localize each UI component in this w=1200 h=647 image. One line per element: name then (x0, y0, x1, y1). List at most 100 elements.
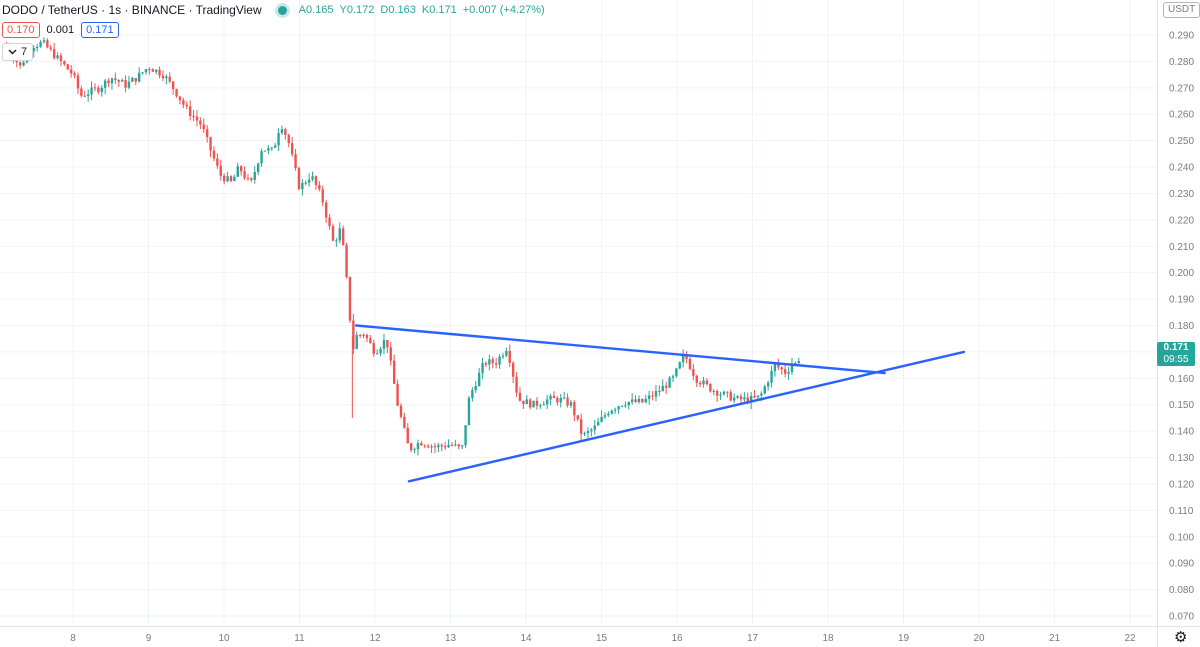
candle-body (712, 390, 715, 392)
last-price-value: 0.171 (1163, 342, 1189, 353)
y-tick-label: 0.270 (1169, 83, 1194, 94)
candle-body (250, 178, 253, 180)
candle-body (528, 399, 532, 408)
y-tick-label: 0.230 (1169, 189, 1194, 200)
y-tick-label: 0.260 (1169, 110, 1194, 121)
sell-button[interactable]: 0.170 (2, 22, 40, 38)
candle-body (420, 443, 423, 446)
candle-body (314, 176, 318, 186)
candle-body (348, 276, 352, 321)
symbol-title[interactable]: DODO / TetherUS · 1s · BINANCE · Trading… (2, 3, 262, 17)
indicators-toggle-button[interactable]: 7 (2, 43, 34, 61)
candle-body (141, 72, 144, 74)
candle-body (171, 81, 175, 90)
candle-body (494, 363, 498, 365)
candle-body (440, 445, 443, 447)
candle-body (634, 399, 637, 403)
candle-body (202, 124, 205, 130)
candle-body (780, 367, 783, 370)
candle-body (698, 382, 702, 385)
candle-body (358, 334, 362, 336)
candle-body (151, 69, 154, 72)
candle-body (311, 176, 314, 180)
candle-body (209, 137, 212, 151)
candle-body (372, 343, 375, 354)
collapse-chevron-icon (8, 49, 17, 55)
candle-body (709, 383, 712, 392)
y-tick-label: 0.090 (1169, 559, 1194, 570)
candle-body (175, 89, 178, 97)
candle-body (158, 69, 161, 76)
candle-body (352, 320, 355, 349)
settings-gear-icon[interactable]: ⚙ (1174, 629, 1188, 646)
candle-body (596, 421, 600, 426)
y-tick-label: 0.240 (1169, 163, 1194, 174)
candle-body (617, 406, 620, 410)
candle-body (318, 185, 321, 190)
candle-body (658, 391, 661, 393)
candle-body (627, 402, 630, 406)
y-tick-label: 0.190 (1169, 295, 1194, 306)
candle-body (620, 405, 624, 407)
x-tick-label: 9 (146, 633, 152, 644)
candle-body (600, 416, 603, 422)
candle-body (324, 202, 328, 218)
candle-body (613, 409, 617, 411)
candle-body (69, 69, 73, 74)
candle-body (83, 95, 86, 97)
candle-body (498, 356, 501, 365)
candle-body (583, 433, 586, 435)
buy-button[interactable]: 0.171 (81, 22, 119, 38)
candle-body (199, 120, 202, 125)
candle-body (630, 399, 634, 403)
candle-body (409, 443, 413, 451)
candle-body (756, 395, 760, 398)
candle-body (239, 166, 243, 172)
y-tick-label: 0.220 (1169, 215, 1194, 226)
candle-body (328, 217, 331, 227)
candle-body (124, 80, 127, 88)
x-tick-label: 15 (596, 633, 608, 644)
candle-body (450, 444, 454, 446)
candle-body (661, 385, 664, 392)
candle-body (525, 399, 528, 405)
candle-body (556, 398, 559, 403)
candle-body (144, 69, 148, 73)
bar-countdown: 09:55 (1163, 354, 1189, 365)
candle-body (396, 383, 399, 406)
candle-body (542, 404, 545, 406)
candle-body (114, 78, 117, 81)
candle-body (766, 382, 770, 387)
candle-body (90, 87, 93, 95)
triangle-trendline (407, 350, 966, 483)
candle-body (56, 55, 59, 59)
candle-body (569, 402, 573, 406)
candle-body (484, 363, 488, 365)
x-tick-label: 8 (70, 633, 76, 644)
last-price-badge: 0.171 09:55 (1157, 342, 1195, 366)
candle-body (447, 444, 450, 448)
x-tick-label: 20 (973, 633, 985, 644)
x-tick-label: 18 (822, 633, 834, 644)
candle-body (379, 348, 382, 354)
candle-body (392, 360, 396, 384)
candle-body (273, 145, 277, 148)
currency-selector[interactable]: USDT (1163, 2, 1200, 18)
x-tick-label: 17 (747, 633, 759, 644)
candle-body (501, 355, 505, 357)
candle-body (654, 391, 658, 397)
candle-body (76, 75, 80, 89)
candle-body (464, 425, 467, 446)
x-tick-label: 21 (1049, 633, 1061, 644)
candle-body (773, 363, 777, 371)
buy-sell-panel: 0.170 0.001 0.171 (2, 22, 119, 38)
candle-body (39, 42, 42, 47)
candle-body (86, 94, 90, 97)
y-tick-label: 0.120 (1169, 479, 1194, 490)
candle-body (532, 400, 535, 408)
candle-body (797, 360, 800, 364)
candle-body (647, 395, 651, 400)
candle-body (430, 446, 433, 448)
candle-body (559, 397, 562, 403)
